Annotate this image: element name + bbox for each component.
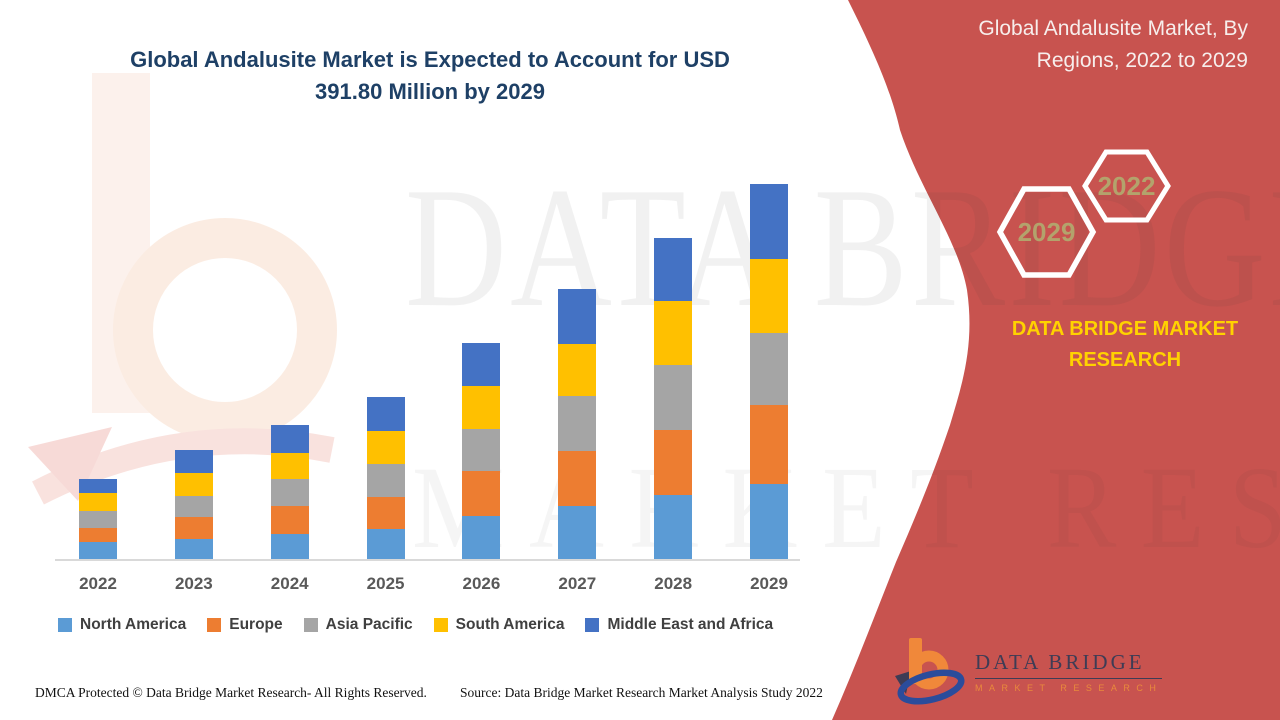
bar-segment-2028-europe [654, 430, 693, 495]
bar-segment-2022-north-america [79, 541, 117, 559]
legend-swatch [433, 618, 448, 632]
legend-item-asia-pacific: Asia Pacific [303, 616, 413, 634]
bar-segment-2022-europe [79, 528, 117, 542]
chart-title: Global Andalusite Market is Expected to … [60, 44, 800, 108]
bar-segment-2028-south-america [654, 301, 693, 366]
logo-swoosh-ellipse [897, 669, 965, 705]
x-axis-label-2024: 2024 [270, 574, 309, 593]
bar-segment-2024-south-america [270, 452, 309, 479]
bar-segment-2024-asia-pacific [270, 479, 309, 506]
legend-label: Middle East and Africa [607, 616, 774, 633]
logo-subtitle: MARKET RESEARCH [975, 682, 1163, 693]
bar-segment-2027-asia-pacific [558, 395, 597, 451]
bar-segment-2025-middle-east-and-africa [366, 397, 405, 432]
hexagon-badges: 2022 2029 [996, 149, 1171, 278]
panel-title: Global Andalusite Market, By Regions, 20… [920, 13, 1248, 77]
legend-item-south-america: South America [433, 616, 565, 634]
dmca-notice: DMCA Protected © Data Bridge Market Rese… [35, 685, 427, 700]
bar-segment-2023-north-america [174, 539, 213, 559]
bar-segment-2023-europe [174, 517, 213, 539]
bar-segment-2023-south-america [174, 473, 213, 497]
bar-segment-2024-europe [270, 506, 309, 535]
panel-title-line1: Global Andalusite Market, By [978, 17, 1248, 40]
legend-label: Europe [229, 616, 283, 633]
bar-segment-2022-asia-pacific [79, 510, 117, 528]
legend-label: North America [80, 616, 187, 633]
bar-segment-2029-europe [750, 405, 789, 484]
legend-label: Asia Pacific [325, 616, 413, 633]
bar-segment-2024-north-america [270, 534, 309, 559]
watermark-wedge [28, 427, 112, 501]
bar-segment-2027-south-america [558, 343, 597, 396]
bar-segment-2029-asia-pacific [750, 333, 789, 406]
x-axis-label-2025: 2025 [366, 574, 405, 593]
bar-segment-2027-europe [558, 450, 597, 506]
watermark-b-bowl [113, 218, 337, 442]
brand-text-line1: DATA BRIDGE MARKET [1011, 318, 1239, 340]
x-axis-label-2023: 2023 [174, 574, 213, 593]
legend-swatch [58, 618, 72, 632]
bar-segment-2025-asia-pacific [366, 464, 405, 498]
x-axis-label-2029: 2029 [750, 574, 788, 593]
bar-segment-2024-middle-east-and-africa [270, 424, 309, 453]
bar-segment-2022-middle-east-and-africa [79, 479, 117, 493]
bar-segment-2028-middle-east-and-africa [654, 238, 693, 301]
bar-segment-2029-south-america [750, 259, 789, 334]
databridge-logo: DATA BRIDGE MARKET RESEARCH [893, 636, 1163, 706]
legend-swatch [303, 618, 318, 632]
x-axis-label-2027: 2027 [558, 574, 597, 593]
legend-label: South America [455, 616, 565, 633]
bar-segment-2025-europe [366, 497, 405, 530]
bar-segment-2028-asia-pacific [654, 365, 693, 430]
bar-segment-2026-asia-pacific [462, 429, 501, 472]
hexagon-2029-year: 2029 [1018, 217, 1076, 247]
bar-segment-2026-north-america [462, 516, 501, 559]
brand-text-line2: RESEARCH [1068, 349, 1182, 371]
legend-item-north-america: North America [58, 616, 186, 634]
bar-segment-2025-south-america [366, 431, 405, 465]
chart-title-line2: 391.80 Million by 2029 [315, 79, 545, 104]
bar-segment-2026-europe [462, 471, 501, 517]
hexagon-2022-year: 2022 [1098, 171, 1156, 201]
databridge-logo-icon [895, 638, 965, 705]
x-axis-label-2028: 2028 [654, 574, 693, 593]
x-axis-line [55, 559, 800, 561]
hexagon-2022 [1082, 149, 1171, 223]
bar-segment-2023-asia-pacific [174, 496, 213, 517]
bar-segment-2023-middle-east-and-africa [174, 450, 213, 474]
legend-swatch [585, 618, 600, 632]
bar-segment-2025-north-america [366, 529, 405, 559]
bar-segment-2026-south-america [462, 386, 501, 430]
panel-title-line2: Regions, 2022 to 2029 [1036, 49, 1248, 72]
bar-segment-2026-middle-east-and-africa [462, 343, 501, 387]
x-axis-label-2026: 2026 [462, 574, 501, 593]
bar-segment-2029-north-america [750, 483, 789, 559]
legend-swatch [207, 618, 222, 632]
legend-item-europe: Europe [207, 616, 283, 634]
bar-segment-2029-middle-east-and-africa [750, 184, 789, 260]
chart-title-line1: Global Andalusite Market is Expected to … [130, 47, 730, 72]
bar-segment-2027-middle-east-and-africa [558, 288, 597, 344]
chart-legend: North America Europe Asia Pacific South Ame… [58, 616, 773, 634]
brand-text: DATA BRIDGE MARKET RESEARCH [975, 314, 1275, 376]
hexagon-2029 [996, 186, 1097, 278]
bar-segment-2022-south-america [79, 492, 117, 511]
logo-title: DATA BRIDGE [975, 650, 1163, 679]
bar-segment-2027-north-america [558, 505, 597, 559]
bar-segment-2028-north-america [654, 494, 693, 559]
red-panel-shape [832, 0, 1280, 720]
source-note: Source: Data Bridge Market Research Mark… [460, 685, 823, 700]
legend-item-middle-east-and-africa: Middle East and Africa [585, 616, 773, 634]
logo-text-block: DATA BRIDGE MARKET RESEARCH [975, 650, 1163, 693]
x-axis-label-2022: 2022 [79, 574, 117, 593]
watermark-logo-b [28, 73, 337, 505]
